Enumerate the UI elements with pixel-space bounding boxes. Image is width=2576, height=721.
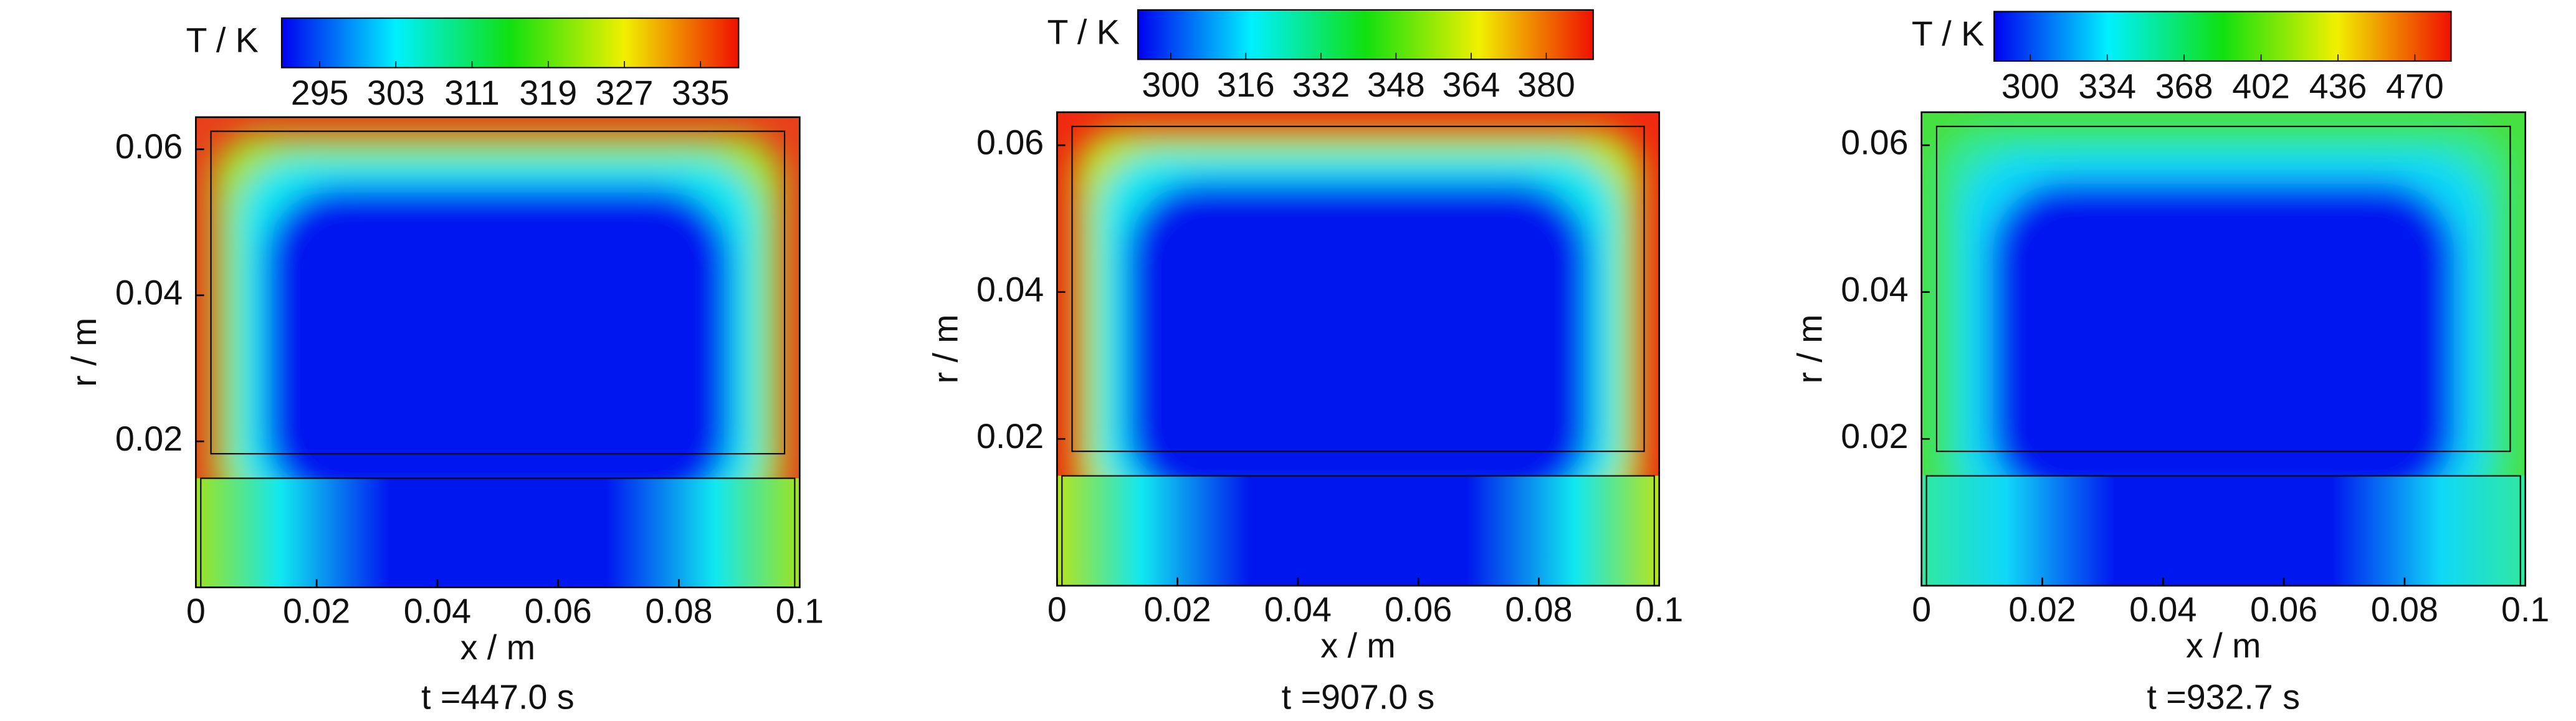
field	[1921, 112, 2526, 586]
colorbar-tick-label: 402	[2232, 67, 2290, 106]
plot-frame	[194, 116, 801, 588]
plot-frame	[1920, 111, 2527, 587]
x-tick-label: 0.1	[776, 592, 824, 631]
field-lower	[1057, 475, 1659, 586]
y-axis-label: r / m	[1791, 314, 1829, 383]
x-tick-label: 0.06	[2250, 590, 2317, 629]
x-tick-label: 0.08	[2371, 590, 2438, 629]
x-tick-label: 0.06	[525, 592, 592, 631]
x-tick-label: 0	[186, 592, 206, 631]
colorbar-tick-label: 319	[519, 74, 577, 112]
colorbar-tick-label: 334	[2078, 67, 2136, 106]
field-level	[1126, 181, 1590, 506]
x-tick-label: 0.04	[2129, 590, 2197, 629]
colorbar-tick-label: 364	[1443, 65, 1500, 104]
field	[1057, 112, 1659, 586]
colorbar-tick-label: 327	[596, 74, 654, 112]
y-axis-label: r / m	[926, 314, 965, 383]
y-tick-label: 0.04	[976, 270, 1044, 308]
x-tick-label: 0.02	[2008, 590, 2076, 629]
x-tick-label: 0	[1047, 590, 1067, 629]
y-axis-label: r / m	[65, 318, 103, 387]
colorbar-tick-label: 368	[2155, 67, 2213, 106]
field-lower	[1921, 475, 2526, 586]
y-tick-label: 0.02	[1841, 417, 1908, 456]
colorbar-tick-label: 380	[1517, 65, 1575, 104]
y-tick-label: 0.04	[115, 274, 183, 312]
y-tick-label: 0.06	[976, 123, 1044, 162]
panel-title: t =932.7 s	[2147, 677, 2300, 716]
colorbar-tick-label: 311	[444, 74, 500, 112]
field-inner	[212, 133, 783, 522]
field-inner	[1938, 128, 2509, 519]
colorbar-label: T / K	[186, 21, 258, 60]
colorbar-tick-label: 332	[1292, 65, 1350, 104]
colorbar	[1993, 11, 2452, 62]
colorbar	[280, 17, 740, 69]
region-outline	[210, 130, 786, 455]
field-inner	[1073, 128, 1643, 519]
region-outline	[1935, 125, 2511, 452]
y-tick-label: 0.06	[1841, 123, 1908, 162]
colorbar-tick-label: 300	[2001, 67, 2059, 106]
colorbar-tick-label: 335	[672, 74, 730, 112]
field-level	[1990, 181, 2456, 506]
colorbar-tick-label: 348	[1367, 65, 1425, 104]
colorbar-tick-label: 295	[291, 74, 349, 112]
field	[196, 117, 800, 588]
x-tick-label: 0	[1912, 590, 1931, 629]
region-outline	[1071, 125, 1645, 452]
x-axis-label: x / m	[2186, 626, 2261, 665]
field-lower	[196, 478, 800, 588]
x-tick-label: 0.08	[1505, 590, 1572, 629]
y-tick-label: 0.02	[976, 417, 1044, 456]
x-tick-label: 0.08	[645, 592, 712, 631]
colorbar-label: T / K	[1912, 14, 1984, 53]
colorbar-label: T / K	[1047, 12, 1120, 51]
x-tick-label: 0.02	[1144, 590, 1211, 629]
colorbar-tick-label: 436	[2309, 67, 2367, 106]
colorbar-tick-label: 470	[2386, 67, 2444, 106]
x-tick-label: 0.04	[1264, 590, 1332, 629]
field-level	[265, 186, 731, 509]
colorbar	[1137, 9, 1594, 60]
x-tick-label: 0.04	[404, 592, 471, 631]
x-axis-label: x / m	[1320, 626, 1395, 665]
panel-title: t =907.0 s	[1282, 677, 1435, 716]
x-tick-label: 0.02	[283, 592, 350, 631]
y-tick-label: 0.06	[115, 127, 183, 166]
x-tick-label: 0.1	[1635, 590, 1683, 629]
x-axis-label: x / m	[460, 628, 535, 667]
panel-title: t =447.0 s	[421, 677, 575, 716]
x-tick-label: 0.06	[1385, 590, 1452, 629]
y-tick-label: 0.04	[1841, 270, 1908, 308]
y-tick-label: 0.02	[115, 419, 183, 458]
plot-frame	[1056, 111, 1661, 587]
colorbar-tick-label: 316	[1217, 65, 1275, 104]
colorbar-tick-label: 300	[1142, 65, 1200, 104]
x-tick-label: 0.1	[2501, 590, 2549, 629]
colorbar-tick-label: 303	[367, 74, 425, 112]
